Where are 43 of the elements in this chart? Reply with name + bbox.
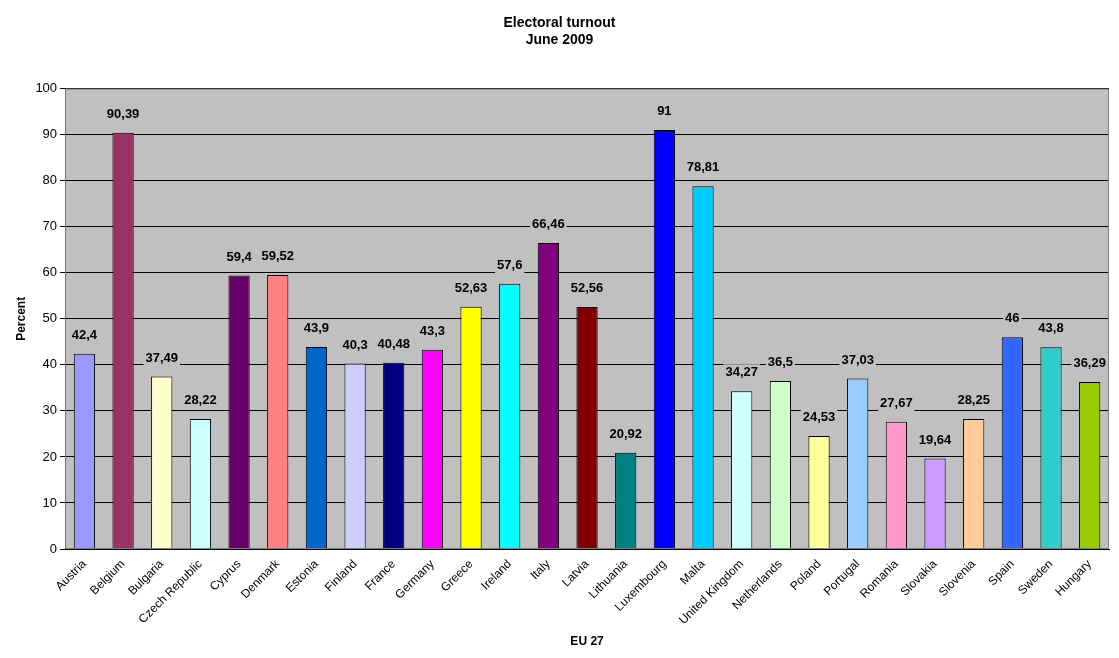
data-label: 91 (657, 103, 672, 119)
data-label: 37,49 (145, 349, 179, 365)
data-label: 19,64 (918, 431, 953, 447)
data-label: 52,56 (570, 280, 604, 296)
data-label: 28,25 (957, 392, 990, 408)
data-label: 34,27 (725, 364, 758, 380)
data-label: 59,4 (226, 248, 253, 264)
data-label: 57,6 (497, 256, 523, 272)
y-tick-label: 30 (42, 402, 58, 418)
y-tick-label: 100 (35, 80, 58, 96)
data-label: 43,8 (1038, 320, 1064, 336)
data-label: 36,29 (1073, 355, 1106, 371)
y-tick-label: 20 (42, 448, 58, 464)
data-label: 40,48 (377, 335, 410, 351)
y-axis-title: Percent (13, 296, 28, 341)
y-tick-label: 70 (42, 218, 58, 234)
data-label: 42,4 (71, 326, 98, 342)
data-label: 46 (1005, 310, 1020, 326)
y-tick-label: 90 (42, 126, 58, 142)
y-tick-label: 0 (49, 540, 58, 556)
x-tick-label: Italy (527, 556, 553, 583)
x-axis-title: EU 27 (570, 634, 605, 649)
data-label: 27,67 (880, 394, 913, 410)
data-label: 20,92 (609, 425, 642, 441)
y-tick-label: 40 (42, 356, 58, 372)
data-label: 36,5 (767, 354, 794, 370)
data-label: 28,22 (184, 392, 217, 408)
data-label: 37,03 (841, 351, 874, 367)
y-tick-label: 50 (42, 310, 58, 326)
y-tick-label: 80 (42, 172, 58, 188)
data-label: 43,9 (303, 319, 330, 335)
data-label: 90,39 (106, 105, 140, 121)
y-tick-label: 60 (42, 264, 58, 280)
data-label: 40,3 (342, 336, 368, 352)
y-tick-label: 10 (42, 494, 58, 510)
data-label: 52,63 (454, 279, 488, 295)
data-label: 24,53 (802, 409, 836, 425)
chart-title: Electoral turnout (503, 14, 616, 31)
data-label: 78,81 (686, 159, 720, 175)
data-label: 59,52 (261, 248, 295, 264)
data-label: 43,3 (419, 322, 446, 338)
data-label: 66,46 (532, 216, 565, 232)
chart-subtitle: June 2009 (525, 31, 594, 48)
